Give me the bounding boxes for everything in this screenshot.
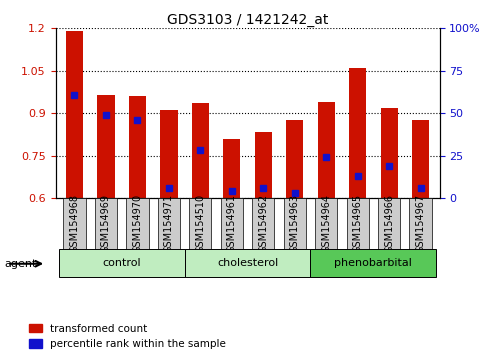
- Text: GSM154964: GSM154964: [321, 194, 331, 253]
- Bar: [346, 198, 369, 250]
- Text: GSM154965: GSM154965: [353, 194, 363, 253]
- Bar: [126, 198, 149, 250]
- Title: GDS3103 / 1421242_at: GDS3103 / 1421242_at: [167, 13, 328, 27]
- Text: GSM154963: GSM154963: [290, 194, 300, 253]
- Text: GSM154971: GSM154971: [164, 194, 174, 253]
- Bar: [66, 31, 83, 198]
- Bar: [221, 198, 243, 250]
- Bar: [97, 95, 114, 198]
- Bar: [378, 198, 400, 250]
- Text: GSM154967: GSM154967: [416, 194, 426, 253]
- Bar: [63, 198, 85, 250]
- Text: agent: agent: [5, 259, 37, 269]
- Bar: [255, 132, 272, 198]
- Bar: [311, 250, 436, 277]
- Bar: [192, 103, 209, 198]
- Text: GSM154969: GSM154969: [101, 194, 111, 253]
- Text: GSM154962: GSM154962: [258, 194, 268, 253]
- Bar: [59, 250, 185, 277]
- Legend: transformed count, percentile rank within the sample: transformed count, percentile rank withi…: [29, 324, 226, 349]
- Text: GSM154510: GSM154510: [195, 194, 205, 253]
- Bar: [286, 120, 303, 198]
- Bar: [317, 102, 335, 198]
- Bar: [315, 198, 338, 250]
- Bar: [189, 198, 212, 250]
- Bar: [160, 110, 178, 198]
- Bar: [223, 139, 241, 198]
- Text: control: control: [102, 258, 141, 268]
- Text: cholesterol: cholesterol: [217, 258, 278, 268]
- Bar: [252, 198, 274, 250]
- Bar: [185, 250, 311, 277]
- Bar: [284, 198, 306, 250]
- Bar: [381, 108, 398, 198]
- Bar: [410, 198, 432, 250]
- Text: GSM154966: GSM154966: [384, 194, 394, 253]
- Text: GSM154961: GSM154961: [227, 194, 237, 253]
- Bar: [349, 68, 366, 198]
- Bar: [95, 198, 117, 250]
- Text: phenobarbital: phenobarbital: [335, 258, 412, 268]
- Text: GSM154968: GSM154968: [70, 194, 79, 253]
- Bar: [157, 198, 180, 250]
- Bar: [412, 120, 429, 198]
- Bar: [129, 96, 146, 198]
- Text: GSM154970: GSM154970: [132, 194, 142, 253]
